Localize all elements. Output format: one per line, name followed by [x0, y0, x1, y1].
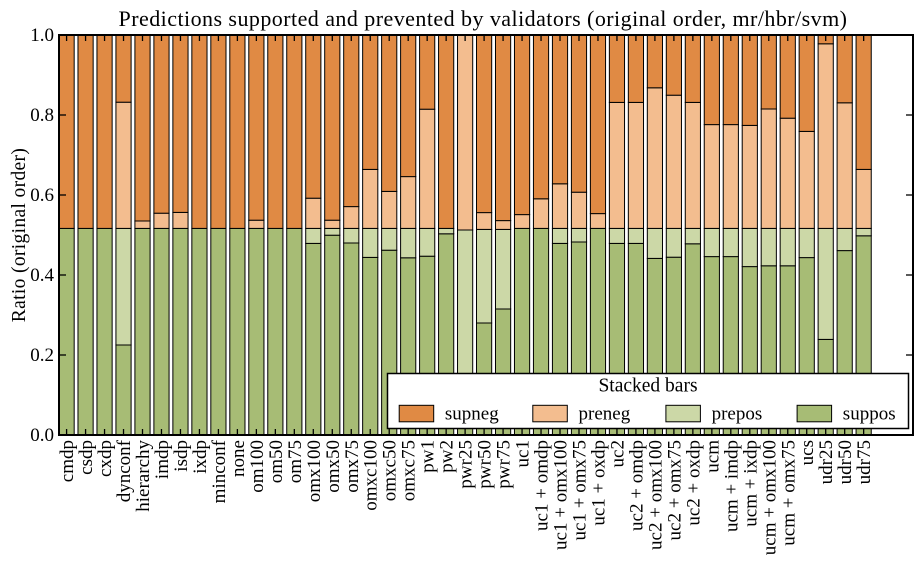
svg-text:cmdp: cmdp [57, 440, 78, 482]
svg-text:ucm + omx100: ucm + omx100 [759, 440, 780, 555]
svg-text:imdp: imdp [152, 440, 173, 479]
svg-text:preneg: preneg [579, 404, 631, 425]
svg-text:udr75: udr75 [854, 440, 875, 484]
svg-text:om75: om75 [285, 440, 306, 483]
svg-text:pw1: pw1 [418, 440, 439, 473]
svg-text:0.2: 0.2 [30, 345, 54, 366]
svg-text:ixdp: ixdp [190, 440, 211, 474]
svg-text:1.0: 1.0 [30, 25, 54, 46]
svg-text:none: none [228, 440, 249, 477]
svg-text:Ratio (original order): Ratio (original order) [9, 148, 30, 322]
svg-text:cxdp: cxdp [95, 440, 116, 477]
svg-text:0.6: 0.6 [30, 185, 54, 206]
svg-text:prepos: prepos [712, 404, 763, 425]
svg-text:udr25: udr25 [816, 440, 837, 484]
svg-text:pwr25: pwr25 [456, 440, 477, 489]
svg-text:isdp: isdp [171, 440, 192, 472]
svg-text:omxc100: omxc100 [361, 440, 382, 511]
svg-text:ucs: ucs [797, 440, 818, 465]
svg-text:uc1 + omx75: uc1 + omx75 [569, 440, 590, 540]
svg-text:uc1 + omx100: uc1 + omx100 [551, 440, 572, 550]
svg-text:omx75: omx75 [342, 440, 363, 493]
svg-text:uc1 + oxdp: uc1 + oxdp [588, 440, 609, 526]
svg-text:om50: om50 [266, 440, 287, 483]
svg-text:dynconf: dynconf [114, 439, 135, 502]
svg-text:suppos: suppos [843, 404, 896, 425]
svg-text:pwr75: pwr75 [494, 440, 515, 489]
svg-text:Predictions supported and prev: Predictions supported and prevented by v… [119, 6, 848, 31]
svg-text:ucm + ixdp: ucm + ixdp [740, 440, 761, 527]
svg-text:udr50: udr50 [835, 440, 856, 484]
svg-text:uc2: uc2 [607, 440, 628, 467]
svg-text:csdp: csdp [76, 440, 97, 475]
svg-text:om100: om100 [247, 440, 268, 493]
svg-text:uc2 + omx75: uc2 + omx75 [664, 440, 685, 540]
svg-text:ucm: ucm [702, 440, 723, 473]
svg-text:hierarchy: hierarchy [133, 440, 154, 512]
svg-text:uc1: uc1 [513, 440, 534, 467]
svg-text:omxc50: omxc50 [380, 440, 401, 501]
svg-text:omxc75: omxc75 [399, 440, 420, 501]
svg-text:uc1 + omdp: uc1 + omdp [532, 440, 553, 531]
svg-text:0.4: 0.4 [30, 265, 54, 286]
svg-text:uc2 + omdp: uc2 + omdp [626, 440, 647, 531]
svg-text:minconf: minconf [209, 439, 230, 503]
svg-text:pw2: pw2 [437, 440, 458, 473]
svg-text:ucm + imdp: ucm + imdp [721, 440, 742, 532]
svg-text:supneg: supneg [445, 404, 499, 425]
svg-text:ucm + omx75: ucm + omx75 [778, 440, 799, 546]
svg-text:Stacked bars: Stacked bars [598, 376, 697, 397]
svg-text:omx100: omx100 [304, 440, 325, 502]
svg-text:omx50: omx50 [323, 440, 344, 493]
svg-text:pwr50: pwr50 [475, 440, 496, 489]
svg-text:uc2 + oxdp: uc2 + oxdp [683, 440, 704, 526]
svg-text:0.8: 0.8 [30, 105, 54, 126]
svg-text:uc2 + omx100: uc2 + omx100 [645, 440, 666, 550]
svg-text:0.0: 0.0 [30, 425, 54, 446]
